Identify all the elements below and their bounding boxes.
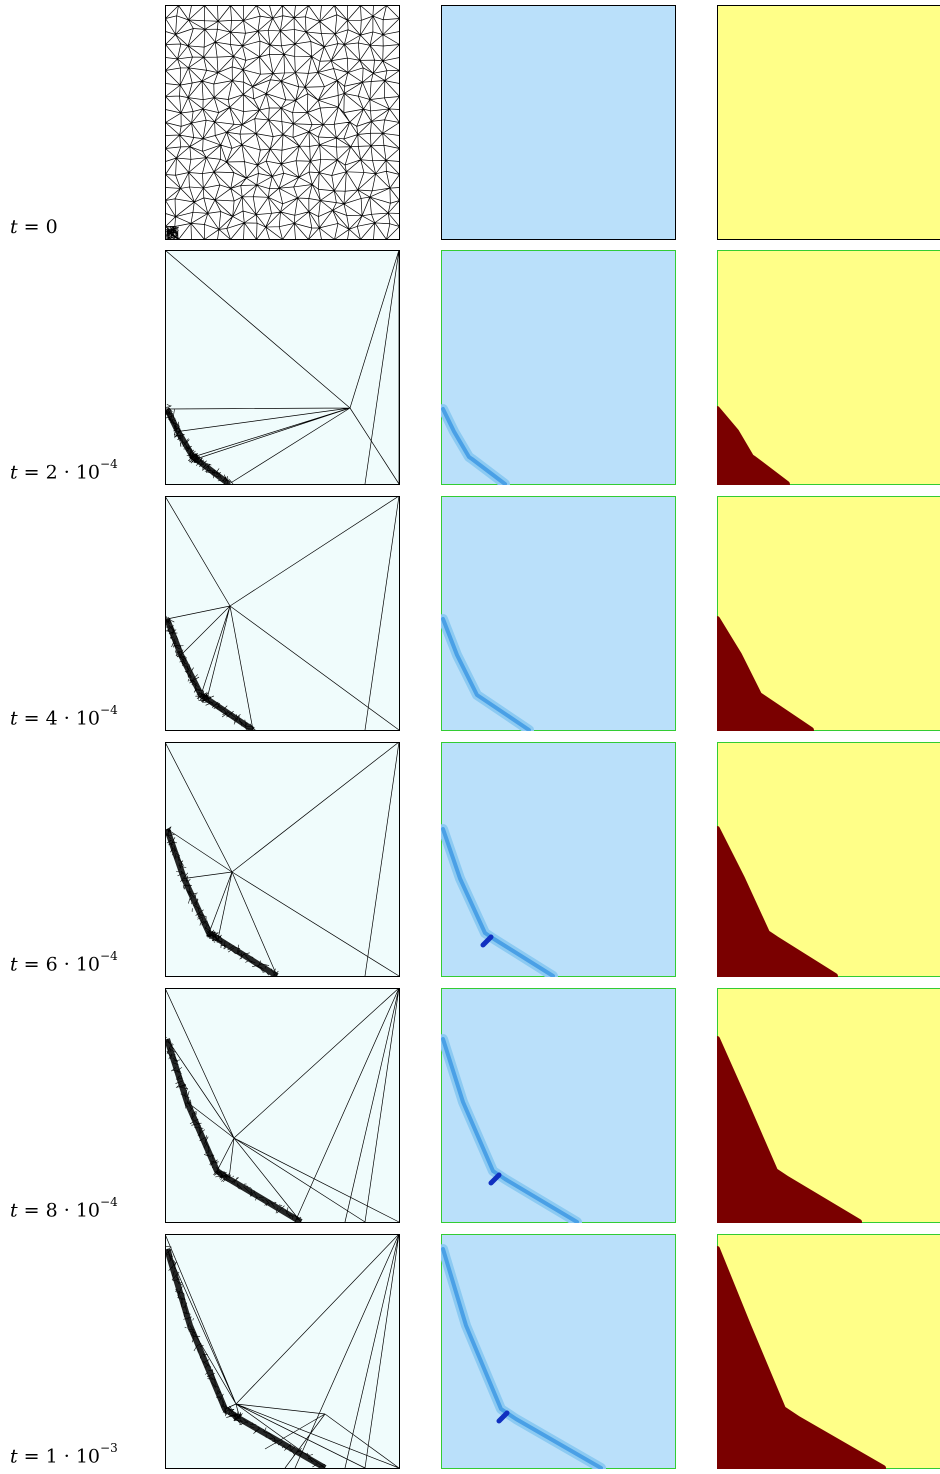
time-variable: t — [10, 953, 18, 975]
crack-mesh-refinement — [165, 1038, 303, 1223]
time-label: t = 4 · 10−4 — [10, 702, 118, 729]
time-variable: t — [10, 216, 18, 238]
time-value: 4 · 10 — [45, 707, 101, 729]
equals-sign: = — [17, 707, 46, 729]
time-variable: t — [10, 1445, 18, 1467]
phase-panel — [717, 988, 940, 1223]
mesh-svg — [165, 1234, 400, 1469]
phase-svg — [717, 988, 940, 1223]
time-label: t = 1 · 10−3 — [10, 1440, 118, 1467]
field-panel — [441, 742, 676, 977]
phase-panel — [717, 1234, 940, 1469]
time-label: t = 6 · 10−4 — [10, 948, 118, 975]
field-svg — [441, 250, 676, 485]
time-exponent: −4 — [100, 1194, 118, 1209]
time-exponent: −4 — [100, 702, 118, 717]
time-value: 0 — [45, 216, 58, 238]
time-label: t = 2 · 10−4 — [10, 456, 118, 483]
mesh-svg — [165, 250, 400, 485]
time-variable: t — [10, 461, 18, 483]
time-value: 8 · 10 — [45, 1199, 101, 1221]
figure-row: t = 2 · 10−4 — [0, 250, 940, 485]
figure-row: t = 8 · 10−4 — [0, 988, 940, 1223]
figure-row: t = 4 · 10−4 — [0, 496, 940, 731]
time-label: t = 0 — [10, 216, 58, 238]
crack-mesh-refinement — [165, 828, 279, 977]
mesh-svg — [165, 742, 400, 977]
time-exponent: −4 — [100, 948, 118, 963]
equals-sign: = — [17, 953, 46, 975]
phase-svg — [717, 1234, 940, 1469]
time-label: t = 8 · 10−4 — [10, 1194, 118, 1221]
field-svg — [441, 1234, 676, 1469]
mesh-svg — [165, 5, 400, 240]
phase-svg — [717, 742, 940, 977]
field-panel — [441, 250, 676, 485]
figure-row: t = 0 — [0, 5, 940, 240]
mesh-panel — [165, 5, 400, 240]
time-value: 2 · 10 — [45, 461, 101, 483]
mesh-panel — [165, 742, 400, 977]
phase-panel — [717, 496, 940, 731]
time-value: 6 · 10 — [45, 953, 101, 975]
time-variable: t — [10, 707, 18, 729]
field-panel — [441, 496, 676, 731]
equals-sign: = — [17, 461, 46, 483]
phase-panel — [717, 250, 940, 485]
mesh-svg — [165, 496, 400, 731]
phase-panel — [717, 5, 940, 240]
equals-sign: = — [17, 216, 46, 238]
field-svg — [441, 988, 676, 1223]
field-svg — [441, 5, 676, 240]
time-value: 1 · 10 — [45, 1445, 101, 1467]
field-panel — [441, 1234, 676, 1469]
phase-panel — [717, 742, 940, 977]
field-panel — [441, 988, 676, 1223]
figure-row: t = 6 · 10−4 — [0, 742, 940, 977]
mesh-panel — [165, 1234, 400, 1469]
phase-svg — [717, 250, 940, 485]
field-svg — [441, 742, 676, 977]
field-svg — [441, 496, 676, 731]
crack-mesh-refinement — [165, 1248, 327, 1469]
field-panel — [441, 5, 676, 240]
mesh-svg — [165, 988, 400, 1223]
crack-mesh-refinement — [165, 617, 255, 731]
equals-sign: = — [17, 1445, 46, 1467]
phase-svg — [717, 496, 940, 731]
time-variable: t — [10, 1199, 18, 1221]
mesh-panel — [165, 496, 400, 731]
crack-mesh-refinement — [165, 407, 231, 485]
mesh-panel — [165, 988, 400, 1223]
mesh-panel — [165, 250, 400, 485]
equals-sign: = — [17, 1199, 46, 1221]
figure-row: t = 1 · 10−3 — [0, 1234, 940, 1469]
phase-svg — [717, 5, 940, 240]
time-exponent: −3 — [100, 1440, 118, 1455]
time-exponent: −4 — [100, 456, 118, 471]
